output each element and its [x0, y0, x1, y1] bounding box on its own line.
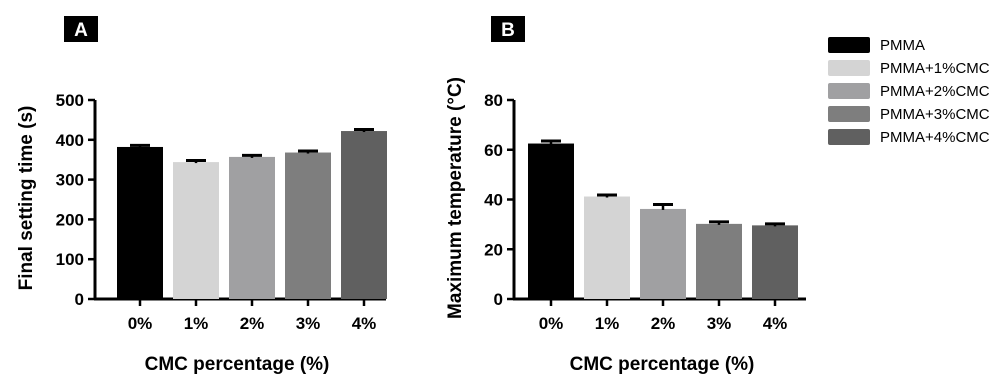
panel-a-x-axis-title: CMC percentage (%) — [145, 354, 330, 375]
panel-a-y-tick-label: 500 — [56, 91, 84, 110]
legend-swatch — [828, 60, 870, 76]
panel-a-y-tick-label: 100 — [56, 250, 84, 269]
panel-b-bar — [752, 225, 798, 299]
panel-a-bar — [117, 146, 163, 299]
panel-a-bar — [229, 156, 275, 299]
legend-swatch — [828, 83, 870, 99]
panel-a-label-box — [64, 16, 98, 42]
panel-b-y-tick-label: 60 — [484, 141, 503, 160]
panel-a-x-tick-label: 3% — [296, 314, 321, 333]
panel-b-x-tick-label: 3% — [707, 314, 732, 333]
panel-a-label: A — [74, 20, 88, 41]
panel-b-label: B — [501, 20, 515, 41]
panel-b-x-tick-label: 1% — [595, 314, 620, 333]
panel-a-y-tick-label: 0 — [75, 290, 84, 309]
panel-b-y-ticks: 0 20 40 60 80 — [484, 91, 514, 309]
panel-a-bar — [285, 152, 331, 299]
panel-b-y-tick-label: 80 — [484, 91, 503, 110]
panel-a-x-ticks: 0% 1% 2% 3% 4% — [128, 299, 377, 333]
panel-b-x-ticks: 0% 1% 2% 3% 4% — [539, 299, 788, 333]
panel-b-y-axis-title: Maximum temperature (°C) — [445, 77, 466, 319]
panel-b-x-tick-label: 0% — [539, 314, 564, 333]
panel-b-bar — [584, 196, 630, 299]
legend-label: PMMA+2%CMC — [880, 83, 990, 100]
panel-b-bar — [640, 208, 686, 299]
panel-a-y-tick-label: 400 — [56, 131, 84, 150]
panel-a-bars — [117, 131, 387, 299]
panel-b-x-tick-label: 4% — [763, 314, 788, 333]
legend-label: PMMA+3%CMC — [880, 106, 990, 123]
legend-swatch — [828, 106, 870, 122]
legend-label: PMMA — [880, 37, 925, 54]
panel-b-label-box — [491, 16, 525, 42]
legend: PMMA PMMA+1%CMC PMMA+2%CMC PMMA+3%CMC PMMA+4… — [828, 37, 990, 146]
legend-label: PMMA+4%CMC — [880, 129, 990, 146]
panel-b-y-tick-label: 20 — [484, 240, 503, 259]
panel-b-chart: B Maximum temperature (°C) CMC percentag… — [445, 16, 806, 375]
panel-b-x-tick-label: 2% — [651, 314, 676, 333]
panel-a-x-tick-label: 0% — [128, 314, 153, 333]
panel-a-y-tick-label: 200 — [56, 210, 84, 229]
panel-b-bars — [528, 143, 798, 299]
panel-a-error-bars — [130, 127, 374, 164]
panel-a-x-tick-label: 4% — [352, 314, 377, 333]
panel-a-x-tick-label: 1% — [184, 314, 209, 333]
panel-a-y-axis-title: Final setting time (s) — [16, 106, 37, 291]
panel-a-y-tick-label: 300 — [56, 171, 84, 190]
panel-a-bar — [341, 131, 387, 299]
legend-swatch — [828, 37, 870, 53]
panel-b-x-axis-title: CMC percentage (%) — [570, 354, 755, 375]
panel-b-bar — [528, 143, 574, 299]
panel-b-y-tick-label: 0 — [494, 290, 503, 309]
legend-swatch — [828, 129, 870, 145]
legend-label: PMMA+1%CMC — [880, 60, 990, 77]
panel-a-y-ticks: 0 100 200 300 400 500 — [56, 91, 95, 309]
panel-b-bar — [696, 223, 742, 299]
panel-a-chart: A Final setting time (s) CMC percentage … — [16, 16, 387, 375]
panel-b-error-bars — [541, 139, 785, 227]
panel-a-x-tick-label: 2% — [240, 314, 265, 333]
panel-a-bar — [173, 162, 219, 299]
panel-b-y-tick-label: 40 — [484, 191, 503, 210]
